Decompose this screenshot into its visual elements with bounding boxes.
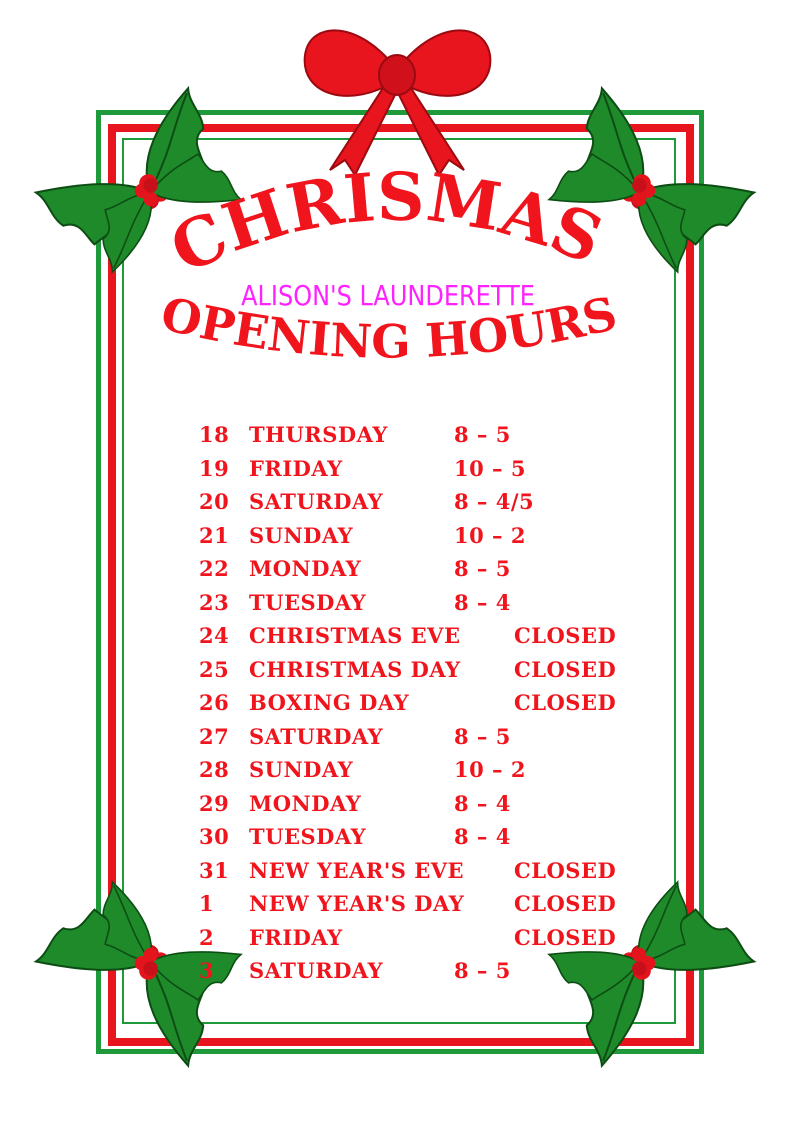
- schedule-hours: CLOSED: [514, 690, 617, 715]
- schedule-hours: CLOSED: [514, 656, 617, 682]
- schedule-date: 27: [199, 723, 230, 749]
- schedule-row: 29 MONDAY 8 – 4: [199, 791, 669, 825]
- schedule-hours: 8 – 4/5: [454, 489, 535, 514]
- schedule-row: 31 NEW YEAR'S EVE CLOSED: [199, 858, 669, 892]
- schedule-day: SATURDAY: [249, 489, 384, 514]
- schedule-date: 26: [199, 690, 230, 715]
- schedule-day: NEW YEAR'S EVE: [249, 857, 465, 883]
- schedule-date: 29: [199, 790, 230, 816]
- subtitle: ALISON'S LAUNDERETTE: [241, 279, 535, 313]
- schedule-day: CHRISTMAS DAY: [249, 656, 461, 682]
- schedule-row: 1 NEW YEAR'S DAY CLOSED: [199, 891, 669, 925]
- frame-outer-green: [96, 110, 704, 1054]
- schedule-day: NEW YEAR'S DAY: [249, 891, 465, 916]
- schedule-row: 21 SUNDAY 10 – 2: [199, 523, 669, 557]
- frame-red: [108, 124, 694, 1046]
- schedule-day: MONDAY: [249, 790, 362, 816]
- schedule-hours: CLOSED: [514, 924, 617, 950]
- schedule-row: 25 CHRISTMAS DAY CLOSED: [199, 657, 669, 691]
- schedule-date: 18: [199, 422, 230, 447]
- schedule-row: 30 TUESDAY 8 – 4: [199, 824, 669, 858]
- schedule-date: 25: [199, 656, 230, 682]
- schedule-date: 30: [199, 824, 230, 849]
- schedule-day: SUNDAY: [249, 757, 354, 782]
- schedule-list: 18 THURSDAY 8 – 5 19 FRIDAY 10 – 5 20 SATURDAY 8…: [199, 422, 669, 992]
- schedule-row: 3 SATURDAY 8 – 5: [199, 958, 669, 992]
- schedule-hours: 10 – 2: [454, 757, 526, 782]
- schedule-hours: 8 – 4: [454, 589, 511, 615]
- schedule-row: 18 THURSDAY 8 – 5: [199, 422, 669, 456]
- schedule-date: 1: [199, 891, 215, 916]
- schedule-date: 28: [199, 757, 230, 782]
- schedule-row: 2 FRIDAY CLOSED: [199, 925, 669, 959]
- schedule-date: 31: [199, 857, 230, 883]
- bow-icon: [303, 29, 492, 177]
- schedule-date: 3: [199, 958, 215, 983]
- schedule-day: SUNDAY: [249, 522, 354, 548]
- schedule-row: 24 CHRISTMAS EVE CLOSED: [199, 623, 669, 657]
- schedule-hours: 8 – 5: [454, 556, 511, 581]
- schedule-date: 24: [199, 623, 230, 648]
- schedule-hours: 8 – 5: [454, 422, 511, 447]
- schedule-date: 22: [199, 556, 230, 581]
- schedule-day: BOXING DAY: [249, 690, 410, 715]
- schedule-row: 23 TUESDAY 8 – 4: [199, 590, 669, 624]
- schedule-day: SATURDAY: [249, 958, 384, 983]
- schedule-row: 20 SATURDAY 8 – 4/5: [199, 489, 669, 523]
- schedule-hours: CLOSED: [514, 891, 617, 916]
- schedule-hours: 8 – 4: [454, 824, 511, 849]
- schedule-row: 27 SATURDAY 8 – 5: [199, 724, 669, 758]
- frame-inner-green: [122, 138, 676, 1024]
- schedule-day: TUESDAY: [249, 589, 367, 615]
- schedule-hours: 8 – 5: [454, 958, 511, 983]
- schedule-date: 2: [199, 924, 215, 950]
- schedule-date: 23: [199, 589, 230, 615]
- schedule-day: CHRISTMAS EVE: [249, 623, 461, 648]
- schedule-hours: 10 – 5: [454, 455, 526, 481]
- schedule-row: 26 BOXING DAY CLOSED: [199, 690, 669, 724]
- schedule-hours: 8 – 5: [454, 723, 511, 749]
- schedule-day: FRIDAY: [249, 455, 343, 481]
- schedule-date: 19: [199, 455, 230, 481]
- schedule-day: FRIDAY: [249, 924, 343, 950]
- schedule-row: 22 MONDAY 8 – 5: [199, 556, 669, 590]
- schedule-date: 20: [199, 489, 230, 514]
- schedule-day: SATURDAY: [249, 723, 384, 749]
- schedule-hours: 10 – 2: [454, 522, 526, 548]
- schedule-day: MONDAY: [249, 556, 362, 581]
- schedule-day: THURSDAY: [249, 422, 388, 447]
- schedule-hours: CLOSED: [514, 623, 617, 648]
- schedule-day: TUESDAY: [249, 824, 367, 849]
- schedule-hours: 8 – 4: [454, 790, 511, 816]
- schedule-row: 28 SUNDAY 10 – 2: [199, 757, 669, 791]
- schedule-row: 19 FRIDAY 10 – 5: [199, 456, 669, 490]
- schedule-hours: CLOSED: [514, 857, 617, 883]
- schedule-date: 21: [199, 522, 230, 548]
